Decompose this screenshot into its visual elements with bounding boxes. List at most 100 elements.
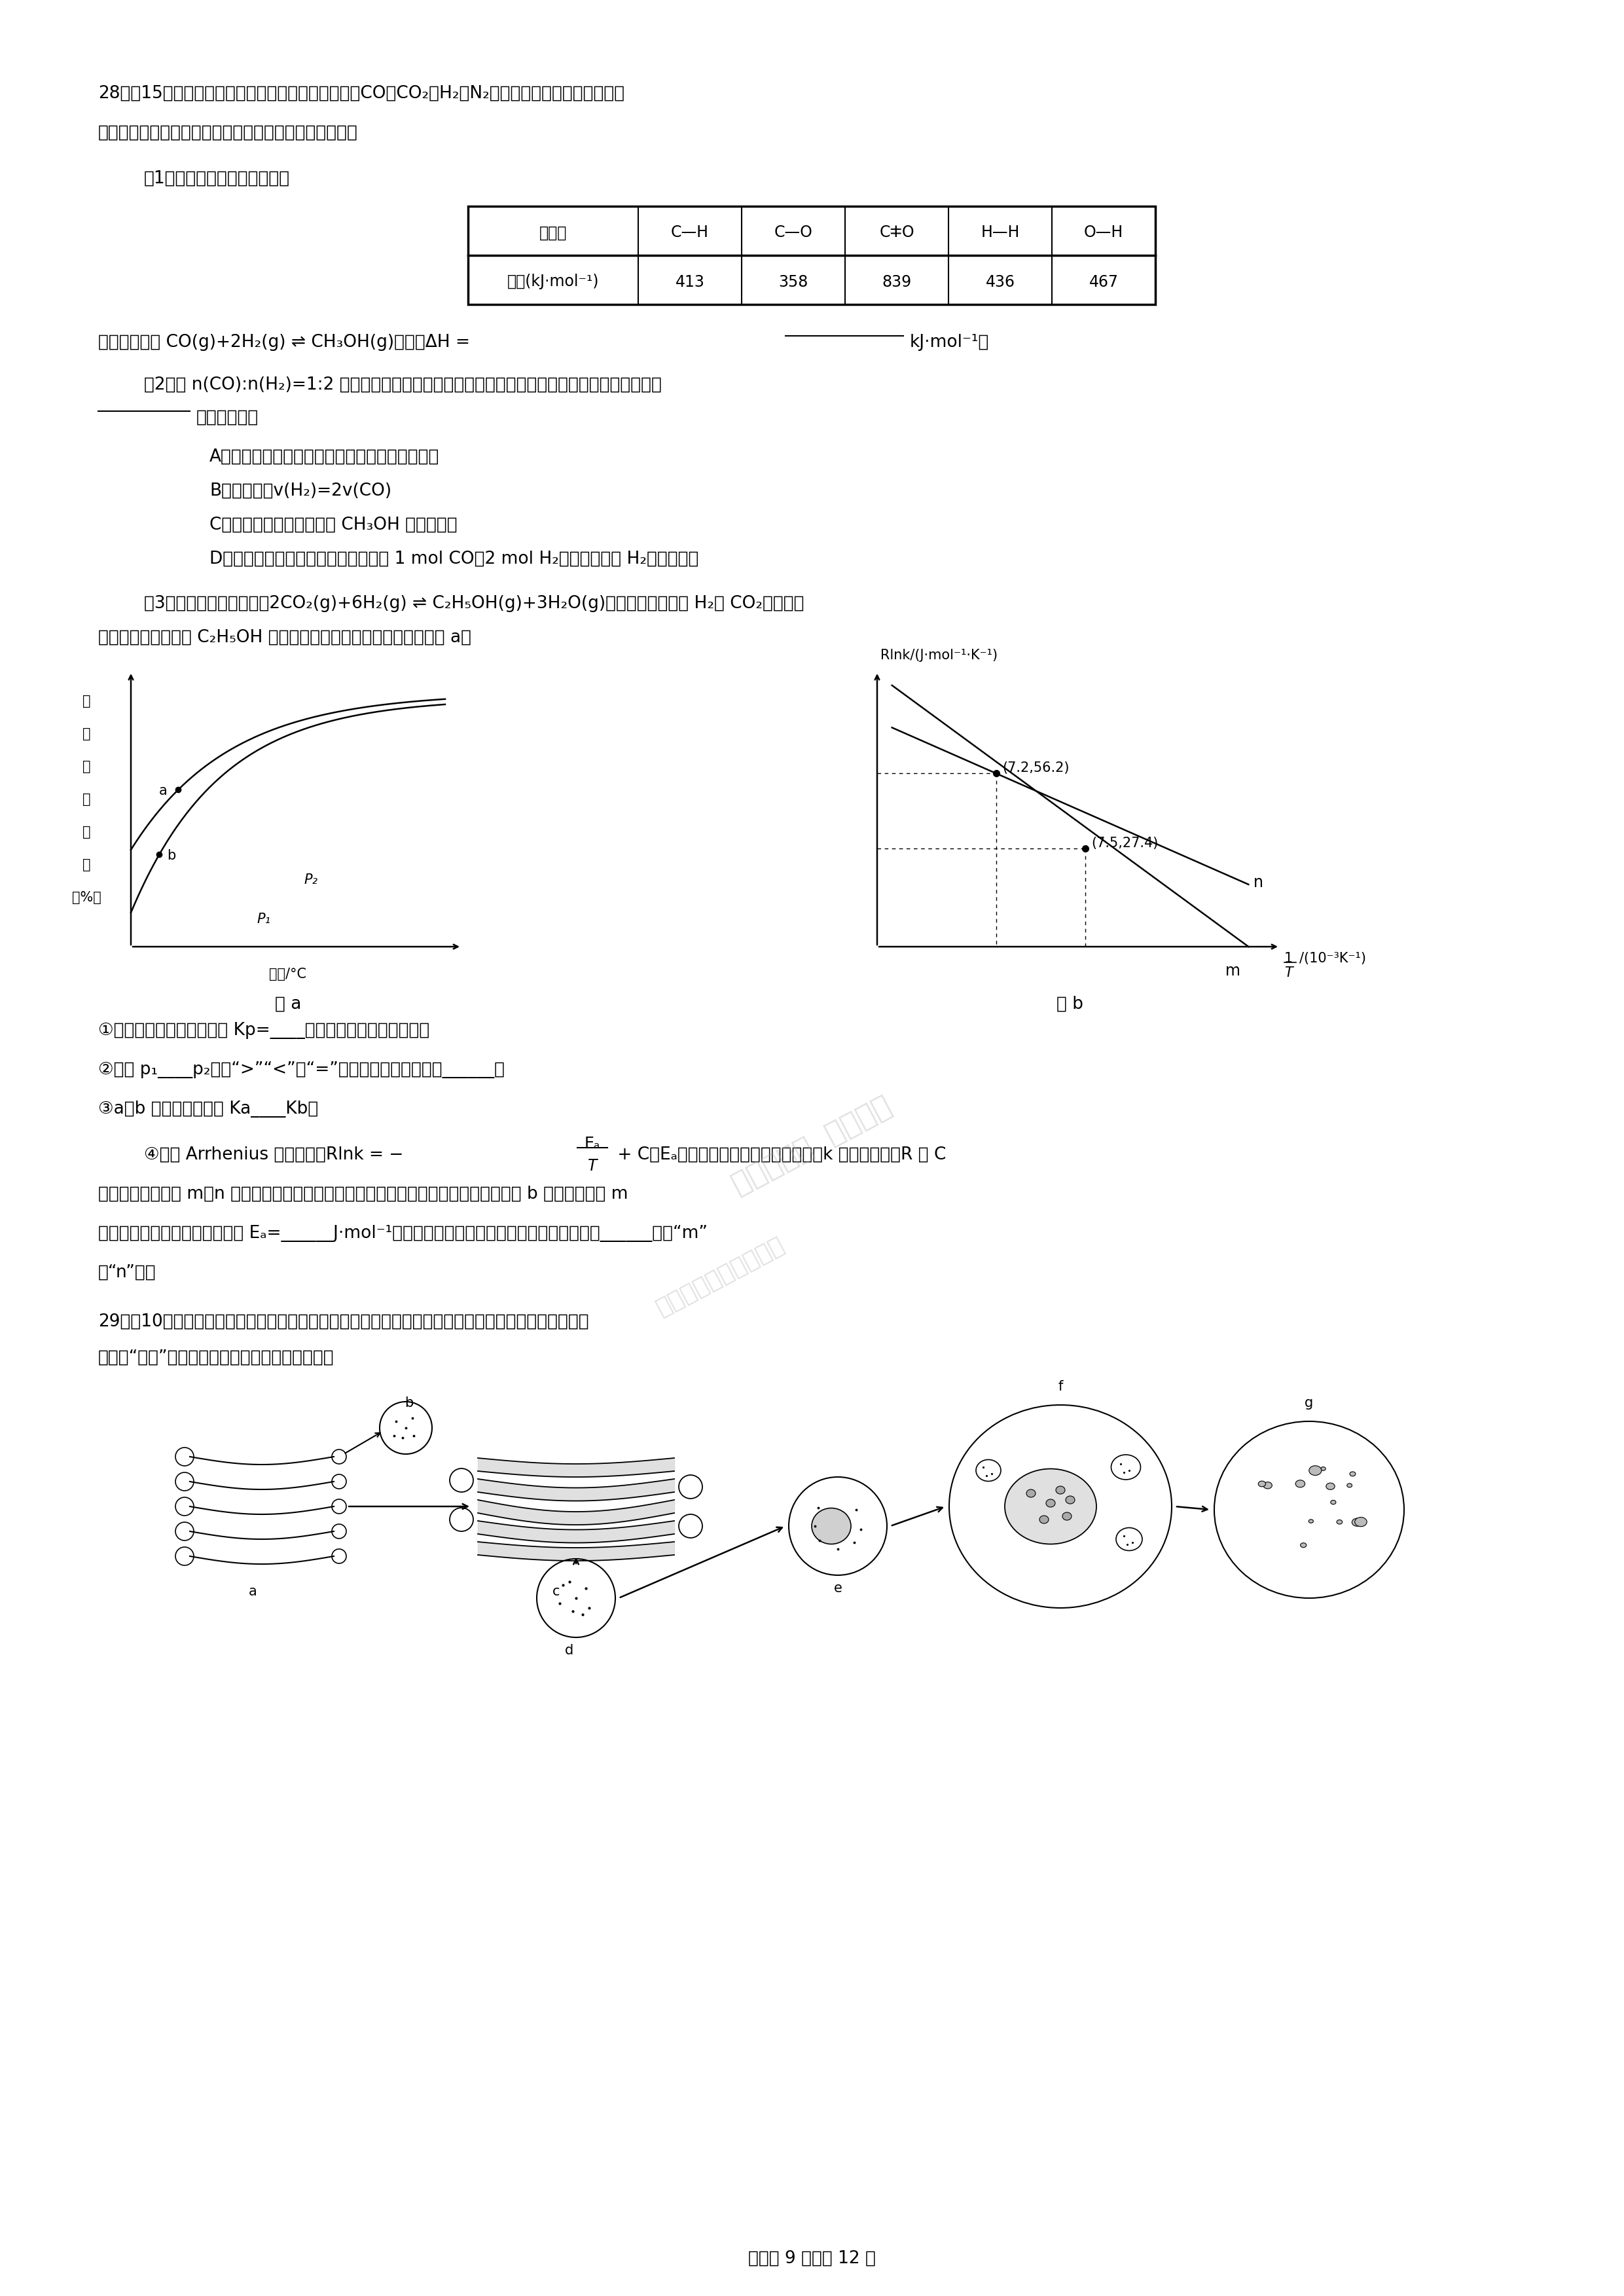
Text: 搜索小程序  高考知道: 搜索小程序 高考知道 bbox=[728, 1093, 896, 1199]
Text: C—H: C—H bbox=[671, 225, 710, 241]
Ellipse shape bbox=[1062, 1513, 1072, 1520]
Text: 共价键: 共价键 bbox=[539, 225, 567, 241]
Text: D．若为恒温恒容容器，平衡后再充入 1 mol CO、2 mol H₂，重新平衡后 H₂转化率不变: D．若为恒温恒容容器，平衡后再充入 1 mol CO、2 mol H₂，重新平衡… bbox=[209, 551, 698, 567]
Ellipse shape bbox=[679, 1515, 702, 1538]
Ellipse shape bbox=[1309, 1465, 1322, 1476]
Text: 分: 分 bbox=[83, 827, 91, 838]
Text: (7.5,27.4): (7.5,27.4) bbox=[1091, 838, 1158, 850]
Ellipse shape bbox=[1301, 1543, 1306, 1548]
Text: 乙: 乙 bbox=[83, 696, 91, 707]
Text: 第一时间获取最新资料: 第一时间获取最新资料 bbox=[653, 1233, 788, 1320]
Text: 醇: 醇 bbox=[83, 728, 91, 739]
Text: 容器中，测得平衡时 C₂H₅OH 体积分数随温度和压强的变化关系如图 a。: 容器中，测得平衡时 C₂H₅OH 体积分数随温度和压强的变化关系如图 a。 bbox=[97, 629, 471, 645]
Text: 839: 839 bbox=[882, 273, 911, 289]
Text: a: a bbox=[248, 1584, 257, 1598]
Text: g: g bbox=[1304, 1396, 1314, 1410]
Text: ③a、b 两点的平衡常数 Ka____Kb。: ③a、b 两点的平衡常数 Ka____Kb。 bbox=[97, 1100, 318, 1118]
Text: 体: 体 bbox=[83, 760, 91, 774]
Ellipse shape bbox=[1056, 1486, 1065, 1495]
Text: B．平衡时，v(H₂)=2v(CO): B．平衡时，v(H₂)=2v(CO) bbox=[209, 482, 391, 501]
Ellipse shape bbox=[331, 1525, 346, 1538]
Ellipse shape bbox=[1026, 1490, 1036, 1497]
Text: 358: 358 bbox=[778, 273, 809, 289]
Text: 为常数），为探究 m、n 两种傅化剂的傅化效能，进行了实验探究，依据实验数据获得图 b 所示曲线。在 m: 为常数），为探究 m、n 两种傅化剂的傅化效能，进行了实验探究，依据实验数据获得… bbox=[97, 1185, 628, 1203]
Text: 过程和“消化”功能的示意图，分析回答下列问题。: 过程和“消化”功能的示意图，分析回答下列问题。 bbox=[97, 1350, 335, 1366]
Ellipse shape bbox=[175, 1446, 193, 1465]
Ellipse shape bbox=[812, 1508, 851, 1545]
Text: T: T bbox=[588, 1157, 598, 1173]
Ellipse shape bbox=[1330, 1499, 1337, 1504]
Text: 467: 467 bbox=[1088, 273, 1119, 289]
Ellipse shape bbox=[1354, 1518, 1367, 1527]
Ellipse shape bbox=[1350, 1472, 1356, 1476]
Text: kJ·mol⁻¹。: kJ·mol⁻¹。 bbox=[909, 333, 989, 351]
Ellipse shape bbox=[976, 1460, 1000, 1481]
Ellipse shape bbox=[331, 1550, 346, 1564]
Text: 436: 436 bbox=[986, 273, 1015, 289]
Text: 413: 413 bbox=[676, 273, 705, 289]
Text: a: a bbox=[159, 785, 167, 797]
Text: C．加入傅化剂，可以提高 CH₃OH 的平衡产率: C．加入傅化剂，可以提高 CH₃OH 的平衡产率 bbox=[209, 517, 458, 533]
Ellipse shape bbox=[1296, 1481, 1306, 1488]
Ellipse shape bbox=[1346, 1483, 1353, 1488]
Text: CⵐO: CⵐO bbox=[879, 225, 914, 241]
Ellipse shape bbox=[331, 1499, 346, 1513]
Text: b: b bbox=[404, 1396, 414, 1410]
Text: f: f bbox=[1057, 1380, 1062, 1394]
Ellipse shape bbox=[1337, 1520, 1343, 1525]
Text: 图 a: 图 a bbox=[274, 996, 300, 1013]
Ellipse shape bbox=[1215, 1421, 1405, 1598]
Text: (7.2,56.2): (7.2,56.2) bbox=[1002, 762, 1070, 774]
Ellipse shape bbox=[331, 1449, 346, 1465]
Text: 傅化剂作用下，该反应的活化能 Eₐ=______J·mol⁻¹。从图中信息可知，傅化效能较高的傅化剂是______（填“m”: 傅化剂作用下，该反应的活化能 Eₐ=______J·mol⁻¹。从图中信息可知，… bbox=[97, 1226, 708, 1242]
Text: （%）: （%） bbox=[71, 891, 101, 905]
Text: P₁: P₁ bbox=[257, 912, 270, 925]
Text: 29．（10分）细胞内的各种生物膜在结构上既有明确的分工又有紧密的联系。结合下面关于溢酶体发生: 29．（10分）细胞内的各种生物膜在结构上既有明确的分工又有紧密的联系。结合下面… bbox=[97, 1313, 590, 1329]
Bar bbox=[468, 207, 1155, 305]
Text: b: b bbox=[167, 850, 175, 863]
Text: 键能(kJ·mol⁻¹): 键能(kJ·mol⁻¹) bbox=[507, 273, 599, 289]
Ellipse shape bbox=[1309, 1520, 1314, 1522]
Text: 或“n”）。: 或“n”）。 bbox=[97, 1265, 156, 1281]
Ellipse shape bbox=[380, 1401, 432, 1453]
Ellipse shape bbox=[1320, 1467, 1325, 1469]
Text: Eₐ: Eₐ bbox=[585, 1137, 601, 1153]
Ellipse shape bbox=[1065, 1497, 1075, 1504]
Text: T: T bbox=[1285, 967, 1293, 980]
Text: 数: 数 bbox=[83, 859, 91, 872]
Text: n: n bbox=[1254, 875, 1263, 891]
Text: ②压强 p₁____p₂（填“>”“<”或“=”，下同），判断依据是______。: ②压强 p₁____p₂（填“>”“<”或“=”，下同），判断依据是______… bbox=[97, 1061, 505, 1079]
Text: O—H: O—H bbox=[1083, 225, 1124, 241]
Text: 1: 1 bbox=[1285, 953, 1293, 964]
Ellipse shape bbox=[450, 1508, 473, 1531]
Text: /(10⁻³K⁻¹): /(10⁻³K⁻¹) bbox=[1299, 953, 1366, 964]
Ellipse shape bbox=[1351, 1518, 1363, 1527]
Text: A．平衡常数不变时，说明反应达到化学平衡状态: A．平衡常数不变时，说明反应达到化学平衡状态 bbox=[209, 448, 440, 466]
Text: ④已知 Arrhenius 经验公式为Rlnk = −: ④已知 Arrhenius 经验公式为Rlnk = − bbox=[145, 1146, 403, 1164]
Ellipse shape bbox=[331, 1474, 346, 1488]
Ellipse shape bbox=[1046, 1499, 1056, 1506]
Ellipse shape bbox=[789, 1476, 887, 1575]
Ellipse shape bbox=[1116, 1527, 1142, 1550]
Ellipse shape bbox=[1327, 1483, 1335, 1490]
Text: 由此计算反应 CO(g)+2H₂(g) ⇌ CH₃OH(g)的焦变ΔH =: 由此计算反应 CO(g)+2H₂(g) ⇌ CH₃OH(g)的焦变ΔH = bbox=[97, 333, 469, 351]
Ellipse shape bbox=[175, 1548, 193, 1566]
Text: 图 b: 图 b bbox=[1057, 996, 1083, 1013]
Text: C—O: C—O bbox=[775, 225, 812, 241]
Ellipse shape bbox=[1259, 1481, 1265, 1488]
Ellipse shape bbox=[1111, 1456, 1140, 1479]
Text: Rlnk/(J·mol⁻¹·K⁻¹): Rlnk/(J·mol⁻¹·K⁻¹) bbox=[880, 650, 997, 661]
Ellipse shape bbox=[679, 1474, 702, 1499]
Text: 试卷第 9 页，共 12 页: 试卷第 9 页，共 12 页 bbox=[749, 2250, 875, 2266]
Ellipse shape bbox=[1005, 1469, 1096, 1545]
Text: （填标号）。: （填标号）。 bbox=[197, 409, 258, 427]
Ellipse shape bbox=[538, 1559, 615, 1637]
Ellipse shape bbox=[1039, 1515, 1049, 1525]
Text: c: c bbox=[552, 1584, 560, 1598]
Ellipse shape bbox=[1263, 1481, 1272, 1488]
Ellipse shape bbox=[175, 1497, 193, 1515]
Text: P₂: P₂ bbox=[304, 872, 317, 886]
Text: 28．（15分）将玉米秸秆进行热化学裂解可制备出以CO、CO₂、H₂、N₂为主要成分的生物质原料气，: 28．（15分）将玉米秸秆进行热化学裂解可制备出以CO、CO₂、H₂、N₂为主要… bbox=[97, 85, 625, 101]
Text: H—H: H—H bbox=[981, 225, 1020, 241]
Ellipse shape bbox=[450, 1469, 473, 1492]
